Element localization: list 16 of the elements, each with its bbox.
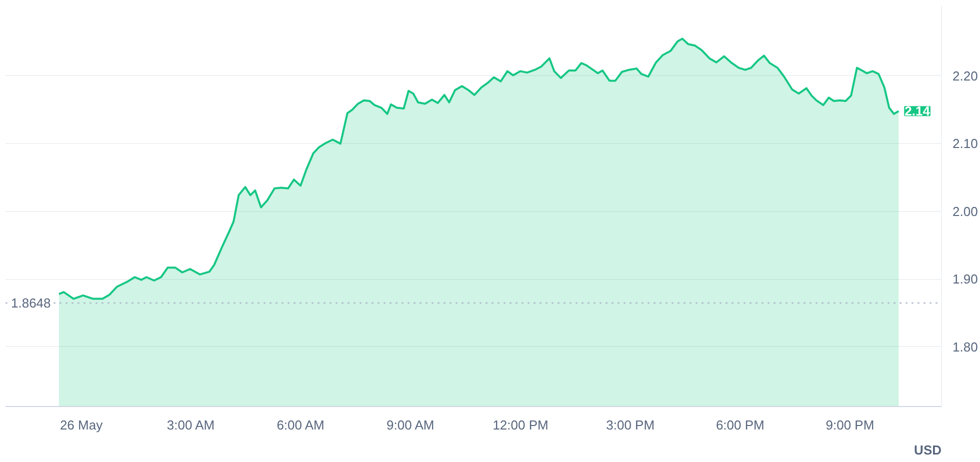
x-tick-label: 9:00 AM [386,418,434,432]
x-tick-label: 12:00 PM [492,418,548,432]
y-tick-label: 2.20 [952,68,978,84]
y-tick-label: 2.00 [952,204,978,219]
x-tick-label: 3:00 AM [166,418,215,432]
x-tick-label: 3:00 PM [606,418,655,432]
x-tick-label: 9:00 PM [826,418,874,432]
annotation: 2.14 [904,104,931,119]
x-tick-label: 6:00 AM [276,418,324,432]
text: USD [914,442,942,458]
ref-line-label: 1.8648 [10,296,51,310]
y-tick-label: 1.90 [952,272,978,287]
y-tick-label: 1.80 [952,339,978,354]
x-tick-label: 6:00 PM [716,418,764,432]
y-tick-label: 2.10 [952,136,978,152]
x-tick-label: 26 May [60,418,104,432]
